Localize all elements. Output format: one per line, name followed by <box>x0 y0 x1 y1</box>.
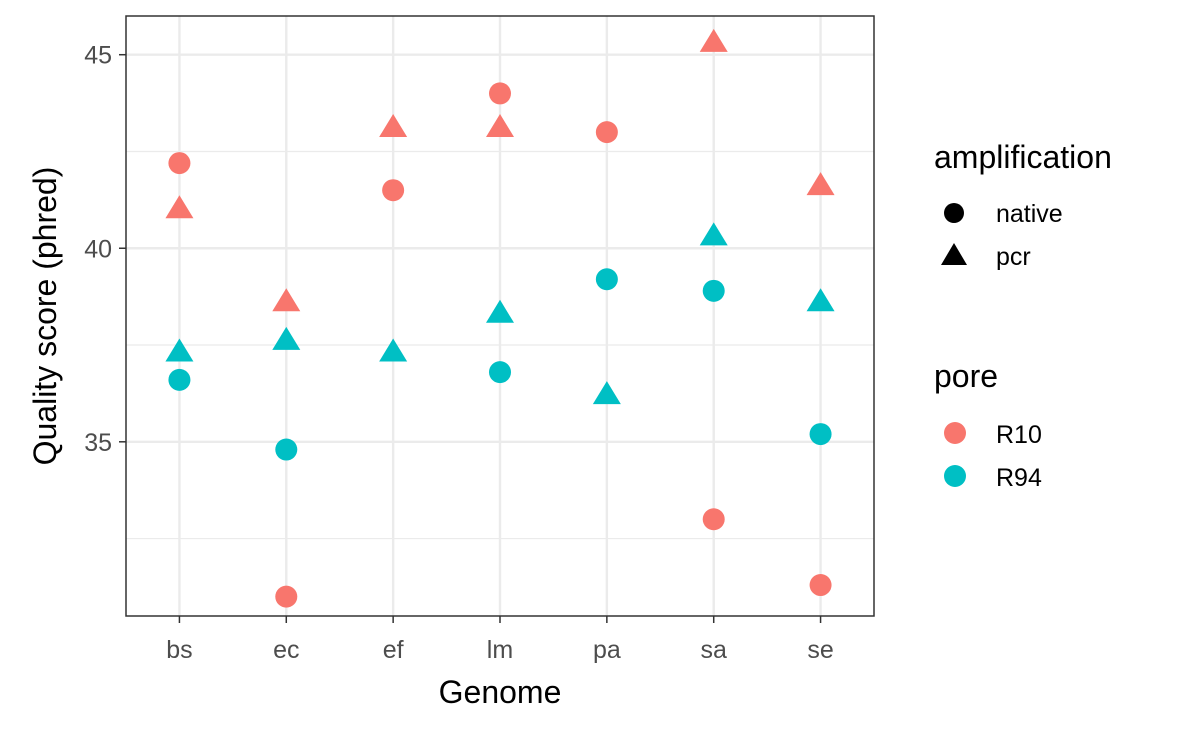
x-tick-label-ec: ec <box>273 636 299 664</box>
point-r10-pcr-ec <box>272 288 301 312</box>
legend-amplification-title: amplification <box>934 139 1112 175</box>
x-tick-label-lm: lm <box>487 636 513 664</box>
legend-amplification: amplification native pcr <box>934 139 1112 271</box>
legend-r94-circle-icon <box>944 465 966 487</box>
point-r94-pcr-sa <box>699 222 728 246</box>
point-r94-native-se <box>809 423 832 446</box>
point-r94-pcr-lm <box>486 299 514 323</box>
x-tick-label-pa: pa <box>593 636 621 664</box>
legend-r10-label: R10 <box>996 421 1042 449</box>
point-r94-pcr-pa <box>592 381 621 405</box>
point-r94-native-lm <box>489 361 511 384</box>
point-r94-native-sa <box>702 279 725 302</box>
point-r10-native-se <box>809 574 832 597</box>
point-r10-native-lm <box>489 82 511 105</box>
point-r10-pcr-se <box>806 172 835 196</box>
point-r94-native-bs <box>168 368 191 391</box>
x-tick-label-ef: ef <box>383 636 404 664</box>
legend-native-circle-icon <box>944 203 964 223</box>
y-axis-title: Quality score (phred) <box>27 167 63 466</box>
x-tick-label-sa: sa <box>701 636 728 664</box>
y-tick-label: 40 <box>84 235 112 263</box>
point-r10-native-ef <box>382 179 405 202</box>
point-r10-native-sa <box>702 508 725 531</box>
x-axis-title: Genome <box>439 674 562 710</box>
legend-pcr-label: pcr <box>996 243 1031 271</box>
point-r10-native-ec <box>275 585 298 608</box>
legend-pcr-triangle-icon <box>941 243 967 265</box>
point-r94-pcr-bs <box>165 338 194 362</box>
point-r94-pcr-ef <box>379 338 408 362</box>
point-r10-pcr-lm <box>486 113 514 137</box>
point-r10-native-bs <box>168 152 191 175</box>
point-r94-native-ec <box>275 438 298 461</box>
point-r94-pcr-ec <box>272 326 301 350</box>
point-r10-pcr-sa <box>699 28 728 52</box>
y-tick-label: 45 <box>84 42 112 70</box>
x-tick-label-bs: bs <box>166 636 192 664</box>
x-tick-label-se: se <box>807 636 833 664</box>
point-r94-pcr-se <box>806 288 835 312</box>
legend-pore-title: pore <box>934 358 998 394</box>
point-r10-pcr-bs <box>165 195 194 219</box>
point-r10-pcr-ef <box>379 113 408 137</box>
point-r10-native-pa <box>595 121 618 144</box>
legend-pore: pore R10 R94 <box>934 358 1042 492</box>
x-axis: bs ec ef lm pa sa se <box>166 616 834 664</box>
y-axis: 35 40 45 <box>84 42 126 457</box>
y-tick-label: 35 <box>84 429 112 457</box>
legend-native-label: native <box>996 200 1063 228</box>
point-r94-native-pa <box>595 268 618 291</box>
legend-r10-circle-icon <box>944 422 966 444</box>
legend-r94-label: R94 <box>996 464 1042 492</box>
data-points <box>165 28 835 608</box>
